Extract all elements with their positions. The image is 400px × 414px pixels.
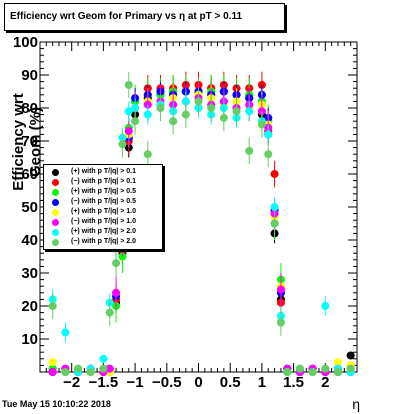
data-point xyxy=(333,358,342,367)
x-tick-label: 0.5 xyxy=(220,374,241,391)
legend-label: (+) with p T/|q| > 0.5 xyxy=(71,188,136,195)
y-tick-label: 30 xyxy=(21,265,38,282)
data-point xyxy=(245,146,254,155)
data-point xyxy=(61,328,70,337)
data-point xyxy=(207,104,216,112)
legend-label: (−) with p T/|q| > 1.0 xyxy=(71,218,136,225)
legend-label: (+) with p T/|q| > 2.0 xyxy=(71,228,136,235)
legend-entry: (−) with p T/|q| > 0.5 xyxy=(44,198,162,208)
data-point xyxy=(346,351,355,360)
data-point xyxy=(61,368,70,376)
data-point xyxy=(124,107,133,116)
data-point xyxy=(48,358,57,367)
data-point xyxy=(321,364,330,373)
data-point xyxy=(283,368,292,376)
x-tick-label: 1 xyxy=(258,374,266,391)
data-point xyxy=(124,127,133,136)
data-point xyxy=(333,368,342,376)
data-point xyxy=(105,364,114,373)
y-tick-label: 90 xyxy=(21,67,38,84)
legend-entry: (+) with p T/|q| > 0.1 xyxy=(44,168,162,178)
y-tick-label: 70 xyxy=(21,133,38,150)
y-tick-label: 10 xyxy=(21,331,38,348)
data-point xyxy=(194,97,203,106)
legend-marker xyxy=(52,219,59,226)
data-point xyxy=(219,113,228,122)
y-tick-label: 60 xyxy=(21,166,38,183)
legend-label: (−) with p T/|q| > 0.5 xyxy=(71,198,136,205)
data-point xyxy=(143,150,152,159)
x-tick-label: 2 xyxy=(321,374,329,391)
data-point xyxy=(346,364,355,373)
data-point xyxy=(276,318,285,327)
chart-title-box: Efficiency wrt Geom for Primary vs η at … xyxy=(4,3,285,31)
legend-marker xyxy=(52,179,59,186)
legend-marker xyxy=(52,209,59,216)
data-point xyxy=(131,117,140,126)
legend-label: (+) with p T/|q| > 0.1 xyxy=(71,168,136,175)
data-point xyxy=(295,364,304,373)
y-tick-label: 50 xyxy=(21,199,38,216)
y-axis-label: Efficiency wrt Geom (%) xyxy=(10,93,44,191)
data-point xyxy=(124,80,133,89)
data-point xyxy=(321,302,330,310)
data-point xyxy=(232,107,241,116)
x-tick-label: −0.5 xyxy=(152,374,182,391)
legend-label: (+) with p T/|q| > 1.0 xyxy=(71,208,136,215)
legend-marker xyxy=(52,239,59,246)
data-point xyxy=(181,110,190,119)
legend-marker xyxy=(52,199,59,206)
legend-marker xyxy=(52,169,59,176)
data-point xyxy=(48,302,57,310)
data-point xyxy=(245,107,254,116)
data-point xyxy=(99,354,108,363)
x-tick-label: 0 xyxy=(194,374,202,391)
data-point xyxy=(156,104,165,112)
legend: (+) with p T/|q| > 0.1 (−) with p T/|q| >… xyxy=(43,164,163,250)
data-point xyxy=(118,140,127,149)
legend-entry: (−) with p T/|q| > 2.0 xyxy=(44,238,162,248)
data-point xyxy=(270,219,279,228)
timestamp: Tue May 15 10:10:22 2018 xyxy=(2,399,111,409)
data-point xyxy=(169,117,178,126)
data-point xyxy=(112,288,121,297)
y-tick-label: 80 xyxy=(21,100,38,117)
y-tick-label: 100 xyxy=(13,34,38,51)
data-point xyxy=(257,120,266,129)
plot-axes: 10 20 30 40 50 60 70 80 90 100 −2 −1.5 −1 −0.5 0 0.5 1 1.… xyxy=(13,34,358,391)
x-axis-label: η xyxy=(352,396,360,412)
legend-entry: (−) with p T/|q| > 1.0 xyxy=(44,218,162,228)
y-tick-label: 20 xyxy=(21,298,38,315)
y-tick-label: 40 xyxy=(21,232,38,249)
x-tick-label: 1.5 xyxy=(283,374,304,391)
legend-label: (−) with p T/|q| > 2.0 xyxy=(71,238,136,245)
legend-entry: (−) with p T/|q| > 0.1 xyxy=(44,178,162,188)
legend-entry: (+) with p T/|q| > 1.0 xyxy=(44,208,162,218)
series-7 xyxy=(48,71,355,376)
data-point xyxy=(105,308,114,317)
data-point xyxy=(86,368,95,376)
data-point xyxy=(270,170,279,178)
x-tick-label: −1.5 xyxy=(89,374,119,391)
legend-label: (−) with p T/|q| > 0.1 xyxy=(71,178,136,185)
legend-marker xyxy=(52,189,59,196)
data-point xyxy=(99,364,108,373)
plot-marks xyxy=(48,71,355,376)
legend-entry: (+) with p T/|q| > 0.5 xyxy=(44,188,162,198)
data-point xyxy=(48,368,57,376)
data-point xyxy=(270,203,279,211)
chart-title: Efficiency wrt Geom for Primary vs η at … xyxy=(10,11,243,22)
data-point xyxy=(74,364,83,373)
data-point xyxy=(264,150,273,159)
data-point xyxy=(276,285,285,294)
legend-entry: (+) with p T/|q| > 2.0 xyxy=(44,228,162,238)
x-tick-label: −2 xyxy=(63,374,80,391)
data-point xyxy=(112,259,121,268)
data-point xyxy=(143,110,152,119)
legend-marker xyxy=(52,229,59,236)
data-point xyxy=(264,130,273,139)
data-point xyxy=(308,368,317,376)
x-tick-label: −1 xyxy=(127,374,144,391)
